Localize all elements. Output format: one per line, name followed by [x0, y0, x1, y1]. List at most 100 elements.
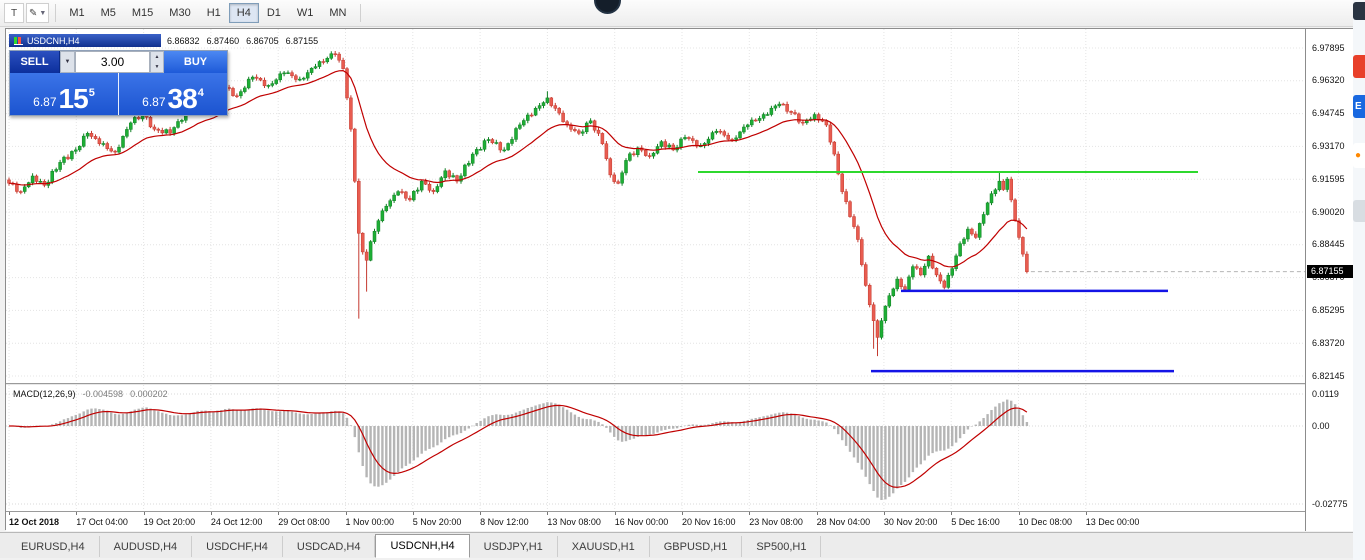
top-toolbar: T ✎ ▼ M1 M5 M15 M30 H1 H4 D1 W1 MN: [0, 0, 1353, 27]
close-value: 6.87155: [285, 35, 319, 46]
tab-eurusd-h4[interactable]: EURUSD,H4: [7, 536, 100, 557]
desktop-icon-orange-fragment[interactable]: ●: [1353, 143, 1365, 168]
timeframe-m5[interactable]: M5: [100, 7, 116, 19]
volume-up-icon[interactable]: ▲: [154, 54, 160, 60]
time-tick: [9, 512, 10, 515]
tab-usdchf-h4[interactable]: USDCHF,H4: [192, 536, 283, 557]
time-tick: [412, 512, 414, 515]
candlestick-mini-icon: [14, 36, 23, 45]
buy-price[interactable]: 6.87 38 4: [119, 73, 227, 115]
indicator-splitter[interactable]: [6, 383, 1305, 385]
timeframe-d1[interactable]: D1: [266, 7, 281, 19]
buy-price-big: 38: [167, 83, 198, 114]
tab-audusd-h4[interactable]: AUDUSD,H4: [100, 536, 193, 557]
tab-usdcad-h4[interactable]: USDCAD,H4: [283, 536, 376, 557]
timeframe-w1[interactable]: W1: [296, 7, 314, 19]
toolbar-separator: [359, 4, 361, 22]
macd-chart[interactable]: [6, 385, 1305, 511]
macd-name: MACD(12,26,9): [13, 389, 76, 399]
sell-price[interactable]: 6.87 15 5: [10, 73, 119, 115]
time-tick: [1018, 512, 1020, 515]
time-axis-label: 5 Nov 20:00: [412, 517, 462, 527]
macd-value-signal: 0.000202: [130, 389, 168, 399]
volume-stepper[interactable]: ▲ ▼: [150, 51, 164, 73]
time-tick: [210, 512, 212, 515]
time-axis-label: 12 Oct 2018: [9, 517, 60, 527]
volume-down-icon[interactable]: ▼: [154, 64, 160, 70]
time-tick: [883, 512, 885, 515]
time-axis-label: 16 Nov 00:00: [614, 517, 669, 527]
time-axis-label: 1 Nov 00:00: [345, 517, 395, 527]
time-axis-label: 29 Oct 08:00: [278, 517, 330, 527]
time-axis-label: 28 Nov 04:00: [816, 517, 871, 527]
tab-xauusd-h1[interactable]: XAUUSD,H1: [558, 536, 650, 557]
chart-title-bar: USDCNH,H4 6.86832 6.87460 6.86705 6.8715…: [9, 34, 318, 47]
price-axis-label: 6.96320: [1312, 75, 1345, 86]
sell-price-main: 6.87: [33, 95, 57, 109]
chart-tab-bar: EURUSD,H4 AUDUSD,H4 USDCHF,H4 USDCAD,H4 USDC…: [0, 532, 1353, 558]
symbol-chip: USDCNH,H4: [9, 34, 161, 47]
macd-axis-label: 0.0119: [1312, 388, 1339, 399]
time-axis-label: 17 Oct 04:00: [76, 517, 128, 527]
desktop-edge-strip: E ●: [1353, 0, 1365, 560]
time-axis[interactable]: 12 Oct 2018 17 Oct 04:00 19 Oct 20:00 24 Oc…: [6, 511, 1305, 531]
timeframe-h4[interactable]: H4: [228, 3, 259, 23]
timeframe-h1[interactable]: H1: [206, 7, 221, 19]
timeframe-toolbar: M1 M5 M15 M30 H1 H4 D1 W1 MN: [61, 3, 354, 23]
open-value: 6.86832: [167, 35, 200, 46]
desktop-icon-gray-fragment[interactable]: [1353, 200, 1365, 222]
time-tick: [682, 512, 683, 515]
macd-axis-label: 0.00: [1312, 420, 1330, 431]
buy-price-main: 6.87: [142, 95, 166, 109]
time-axis-label: 30 Nov 20:00: [883, 517, 938, 527]
tab-usdjpy-h1[interactable]: USDJPY,H1: [470, 536, 558, 557]
tab-usdcnh-h4[interactable]: USDCNH,H4: [375, 534, 470, 558]
tab-sp500-h1[interactable]: SP500,H1: [742, 536, 822, 557]
desktop-icon-blue-fragment[interactable]: E: [1353, 95, 1365, 118]
price-axis-label: 6.85295: [1312, 304, 1345, 315]
draw-tool-icon[interactable]: ✎ ▼: [26, 3, 50, 23]
time-tick: [547, 512, 549, 515]
price-axis-label: 6.93170: [1312, 140, 1345, 151]
macd-axis-label: -0.02775: [1312, 498, 1348, 509]
time-tick: [951, 512, 953, 515]
price-axis-label: 6.88445: [1312, 239, 1345, 250]
sell-button[interactable]: SELL: [10, 51, 60, 73]
tab-gbpusd-h1[interactable]: GBPUSD,H1: [650, 536, 743, 557]
last-price-tag: 6.87155: [1307, 265, 1353, 279]
time-tick: [749, 512, 751, 515]
time-tick: [816, 512, 818, 515]
ohlc-readout: 6.86832 6.87460 6.86705 6.87155: [167, 36, 318, 46]
time-tick: [480, 512, 482, 515]
timeframe-m30[interactable]: M30: [169, 7, 191, 19]
macd-indicator-label: MACD(12,26,9) -0.004598 0.000202: [13, 389, 168, 399]
price-axis[interactable]: 6.87155 6.97895 6.96320 6.94745 6.93170 6.91…: [1305, 29, 1353, 531]
window-corner-fragment[interactable]: [1353, 2, 1365, 20]
volume-input[interactable]: [75, 51, 150, 73]
chart-frame: USDCNH,H4 6.86832 6.87460 6.86705 6.8715…: [5, 28, 1353, 531]
time-axis-label: 13 Dec 00:00: [1085, 517, 1140, 527]
macd-value-main: -0.004598: [82, 389, 124, 399]
sell-price-big: 15: [58, 83, 89, 114]
time-axis-label: 13 Nov 08:00: [547, 517, 601, 527]
price-axis-label: 6.91595: [1312, 173, 1345, 184]
time-axis-label: 5 Dec 16:00: [951, 517, 1000, 527]
chart-window-icon[interactable]: T: [4, 3, 24, 23]
time-tick: [345, 512, 347, 515]
timeframe-mn[interactable]: MN: [329, 7, 347, 19]
price-chart[interactable]: [6, 29, 1305, 383]
price-axis-label: 6.97895: [1312, 42, 1345, 53]
price-axis-label: 6.94745: [1312, 108, 1345, 119]
time-tick: [143, 512, 145, 515]
time-tick: [76, 512, 78, 515]
timeframe-m15[interactable]: M15: [131, 7, 154, 19]
timeframe-m1[interactable]: M1: [69, 7, 85, 19]
time-axis-label: 20 Nov 16:00: [682, 517, 736, 527]
volume-dropdown[interactable]: ▼: [60, 51, 75, 73]
toolbar-separator: [55, 4, 57, 22]
price-axis-label: 6.90020: [1312, 206, 1345, 217]
buy-button[interactable]: BUY: [164, 51, 227, 73]
desktop-icon-red-fragment[interactable]: [1353, 55, 1365, 78]
sell-price-sup: 5: [88, 87, 95, 99]
